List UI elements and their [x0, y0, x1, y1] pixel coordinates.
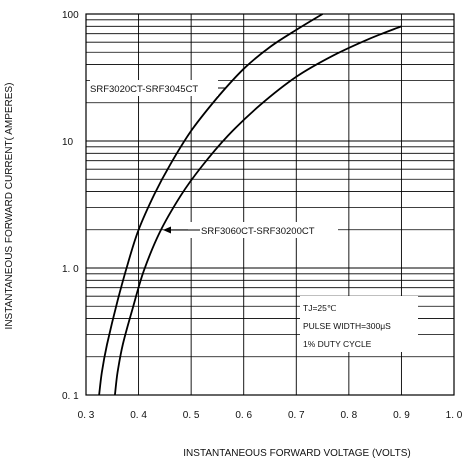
- x-tick-label: 1. 0: [446, 410, 462, 421]
- y-tick-label: 100: [62, 10, 79, 21]
- series-1-curve: [98, 13, 324, 396]
- x-tick-label: 0. 7: [288, 410, 305, 421]
- x-tick-label: 0. 3: [78, 410, 95, 421]
- condition-temperature: TJ=25℃: [303, 303, 337, 313]
- series-1-annotation: SRF3020CT-SRF3045CT: [90, 84, 198, 95]
- grid: [86, 14, 454, 395]
- x-tick-label: 0. 6: [235, 410, 252, 421]
- x-axis-title: INSTANTANEOUS FORWARD VOLTAGE (VOLTS): [183, 448, 410, 459]
- condition-pulse-width: PULSE WIDTH=300μS: [303, 321, 391, 331]
- series-2-arrowhead-icon: [163, 226, 171, 234]
- plot-frame: [85, 13, 455, 396]
- x-tick-label: 0. 5: [183, 410, 200, 421]
- y-tick-label: 1. 0: [62, 264, 79, 275]
- x-tick-label: 0. 4: [130, 410, 147, 421]
- y-tick-label: 10: [62, 137, 74, 148]
- series-2-curve: [114, 25, 402, 396]
- x-tick-label: 0. 8: [341, 410, 358, 421]
- condition-duty-cycle: 1% DUTY CYCLE: [303, 339, 372, 349]
- x-tick-label: 0. 9: [393, 410, 410, 421]
- y-axis-title: INSTANTANEOUS FORWARD CURRENT( AMPERES): [4, 83, 15, 330]
- y-tick-label: 0. 1: [62, 391, 79, 402]
- tick-labels: 0. 3 0. 4 0. 5 0. 6 0. 7 0. 8 0. 9 1. 0 100 10 1. …: [62, 10, 462, 421]
- series-2-label-backdrop: [188, 222, 338, 238]
- series-layer: [98, 13, 402, 396]
- conditions-box-backdrop: [300, 296, 418, 352]
- series-1-label-backdrop: [90, 80, 218, 96]
- series-2-annotation: SRF3060CT-SRF30200CT: [201, 226, 315, 237]
